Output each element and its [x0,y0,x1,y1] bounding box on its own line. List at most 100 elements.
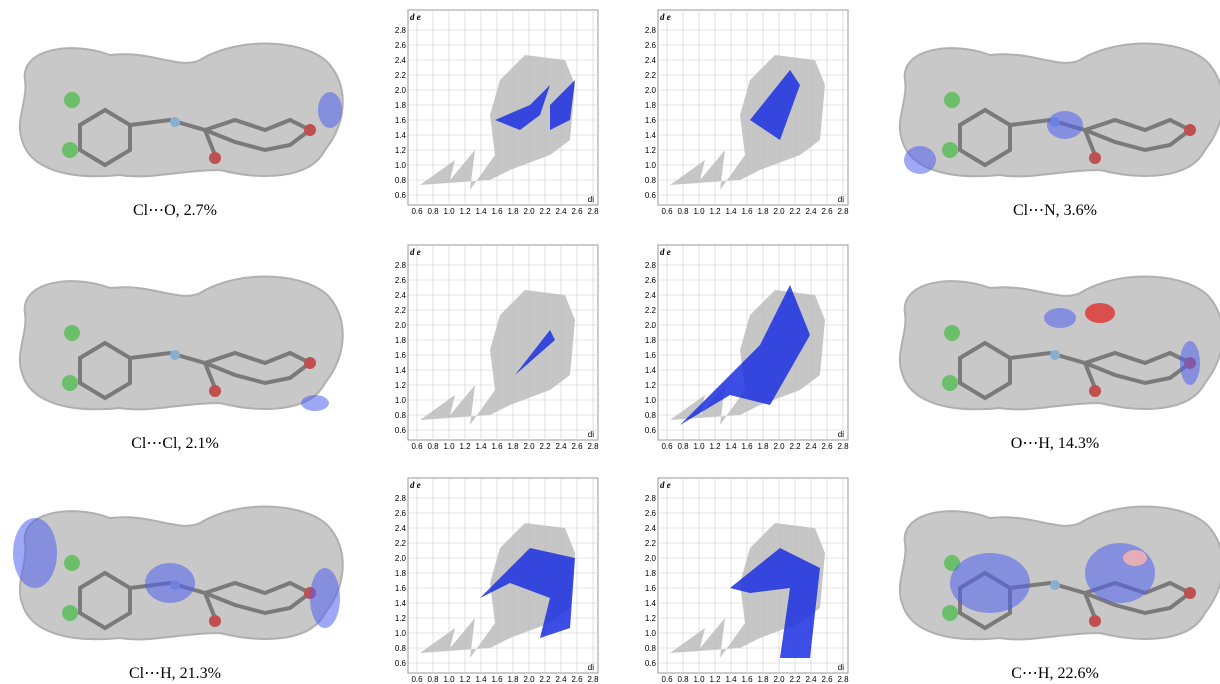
x-tick-label: 2.2 [539,207,551,216]
y-tick-label: 2.8 [395,26,407,35]
y-tick-label: 2.4 [645,56,657,65]
fingerprint-plot: 0.60.60.80.81.01.01.21.21.41.41.61.61.81… [395,245,599,451]
x-tick-label: 1.2 [459,442,471,451]
y-tick-label: 2.4 [395,56,407,65]
y-tick-label: 1.6 [645,584,657,593]
x-tick-label: 0.6 [661,675,673,684]
y-tick-label: 1.8 [395,569,407,578]
contact-hotspot [1085,303,1115,323]
x-tick-label: 2.4 [805,442,817,451]
atom [170,350,180,360]
y-tick-label: 1.6 [395,351,407,360]
atom [304,357,316,369]
y-tick-label: 1.2 [645,146,657,155]
x-tick-label: 1.0 [693,442,705,451]
x-tick-label: 2.2 [539,675,551,684]
y-tick-label: 1.8 [645,569,657,578]
y-axis-label: d e [660,12,671,22]
y-tick-label: 1.0 [645,396,657,405]
contact-patch [301,395,329,411]
y-tick-label: 2.6 [395,41,407,50]
y-axis-label: d e [410,12,421,22]
x-tick-label: 1.6 [491,207,503,216]
y-tick-label: 2.0 [645,554,657,563]
y-tick-label: 2.2 [395,71,407,80]
x-tick-label: 2.2 [789,675,801,684]
contact-patch [1180,341,1200,385]
x-tick-label: 1.0 [443,675,455,684]
y-tick-label: 0.8 [645,644,657,653]
y-tick-label: 2.2 [645,539,657,548]
y-tick-label: 1.0 [645,161,657,170]
y-tick-label: 1.4 [395,131,407,140]
x-tick-label: 2.6 [571,442,583,451]
x-tick-label: 1.2 [709,442,721,451]
x-tick-label: 1.4 [725,442,737,451]
y-tick-label: 2.0 [645,86,657,95]
y-tick-label: 2.0 [395,321,407,330]
fingerprint-plot: 0.60.60.80.81.01.01.21.21.41.41.61.61.81… [645,10,849,216]
atom [1184,124,1196,136]
x-tick-label: 0.6 [661,442,673,451]
atom [942,605,958,621]
atom [942,142,958,158]
x-tick-label: 0.6 [411,207,423,216]
y-tick-label: 2.4 [645,291,657,300]
y-tick-label: 1.0 [395,396,407,405]
atom [944,92,960,108]
x-tick-label: 0.8 [427,442,439,451]
atom [1089,152,1101,164]
atom [304,124,316,136]
x-tick-label: 2.0 [523,675,535,684]
atom [62,605,78,621]
fingerprint-plot: 0.60.60.80.81.01.01.21.21.41.41.61.61.81… [645,478,849,684]
atom [62,375,78,391]
x-axis-label: di [588,195,594,204]
x-tick-label: 1.8 [757,207,769,216]
x-tick-label: 1.4 [725,675,737,684]
x-tick-label: 0.8 [427,207,439,216]
x-tick-label: 0.8 [677,442,689,451]
x-tick-label: 2.4 [555,207,567,216]
x-tick-label: 2.2 [789,442,801,451]
contact-patch [310,568,340,628]
x-tick-label: 2.8 [587,442,599,451]
x-tick-label: 2.4 [805,675,817,684]
y-tick-label: 2.0 [395,554,407,563]
contact-patch [1085,543,1155,603]
x-tick-label: 2.6 [821,207,833,216]
x-axis-label: di [588,430,594,439]
y-tick-label: 1.4 [395,366,407,375]
y-tick-label: 0.6 [395,426,407,435]
atom [944,325,960,341]
x-axis-label: di [838,430,844,439]
caption: Cl⋯O, 2.7% [133,202,217,219]
contact-patch [1044,308,1076,328]
surface [900,277,1220,410]
surface [900,44,1220,177]
x-tick-label: 1.8 [507,442,519,451]
x-tick-label: 2.0 [773,442,785,451]
y-tick-label: 1.6 [395,116,407,125]
atom [209,615,221,627]
y-tick-label: 0.6 [645,659,657,668]
caption: O⋯H, 14.3% [1011,435,1099,452]
y-tick-label: 2.6 [645,276,657,285]
fingerprint-plot: 0.60.60.80.81.01.01.21.21.41.41.61.61.81… [395,10,599,216]
y-axis-label: d e [660,247,671,257]
x-tick-label: 2.8 [837,442,849,451]
y-tick-label: 2.2 [645,306,657,315]
x-tick-label: 2.4 [805,207,817,216]
x-tick-label: 0.8 [677,207,689,216]
x-tick-label: 1.4 [725,207,737,216]
fingerprint-plot: 0.60.60.80.81.01.01.21.21.41.41.61.61.81… [645,245,849,451]
atom [209,385,221,397]
y-tick-label: 2.8 [645,261,657,270]
contact-patch [145,563,195,603]
y-tick-label: 1.8 [395,336,407,345]
y-tick-label: 2.6 [645,41,657,50]
atom [1089,615,1101,627]
y-tick-label: 1.2 [395,614,407,623]
caption: C⋯H, 22.6% [1011,665,1099,682]
y-tick-label: 2.8 [395,261,407,270]
